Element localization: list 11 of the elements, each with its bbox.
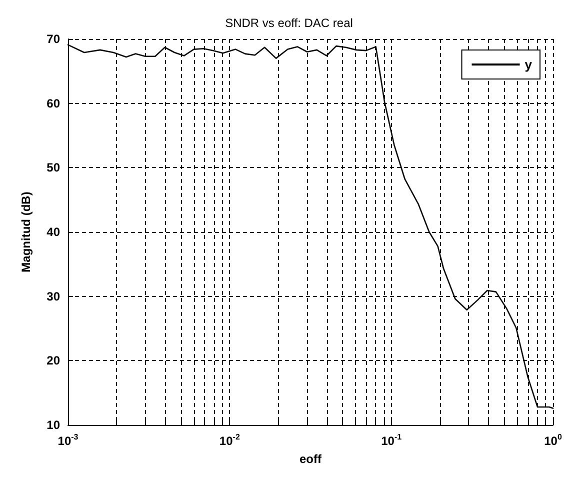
y-tick-label: 40 <box>46 225 60 239</box>
x-axis-title: eoff <box>300 452 322 466</box>
y-tick-label: 50 <box>46 160 60 175</box>
y-tick-label: 10 <box>46 418 60 432</box>
y-tick-label: 30 <box>46 289 60 304</box>
y-tick-label: 70 <box>46 32 60 46</box>
y-tick-label: 20 <box>46 354 60 368</box>
y-axis-title: Magnitud (dB) <box>19 192 33 272</box>
y-tick-label: 60 <box>46 96 60 110</box>
chart-title: SNDR vs eoff: DAC real <box>225 16 353 30</box>
legend-label: y <box>524 57 533 72</box>
